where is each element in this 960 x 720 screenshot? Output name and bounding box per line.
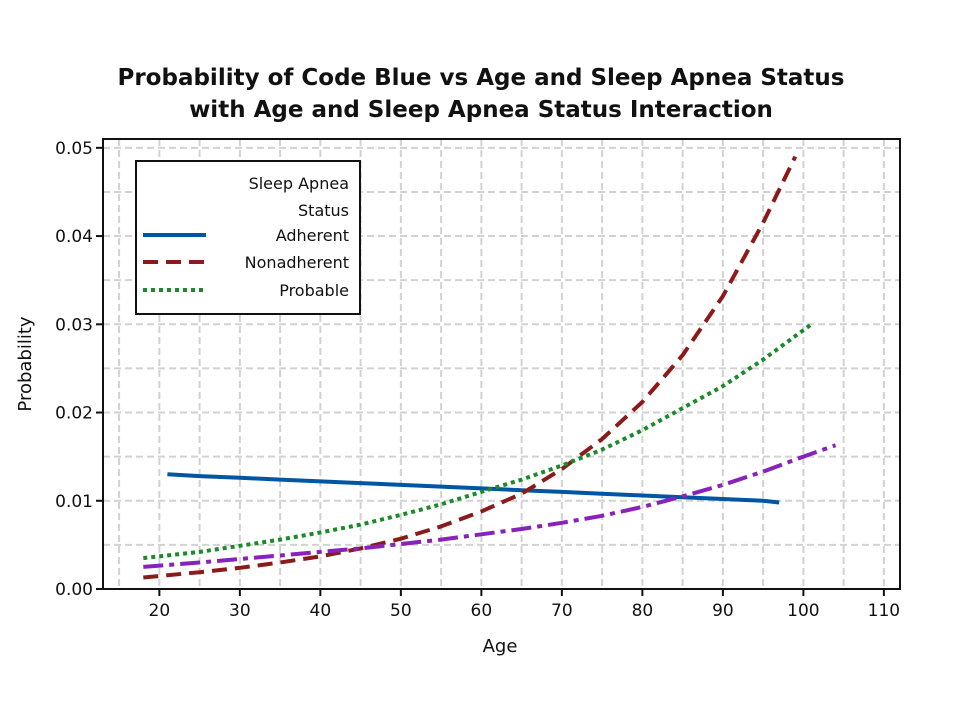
x-tick-label: 50 xyxy=(390,601,412,621)
legend-box xyxy=(135,160,361,315)
x-tick-label: 30 xyxy=(229,601,251,621)
y-tick-label: 0.00 xyxy=(55,580,93,600)
legend-title-line-2: Status xyxy=(298,201,349,220)
x-tick-label: 100 xyxy=(787,601,819,621)
chart-title-line-2: with Age and Sleep Apnea Status Interact… xyxy=(189,97,773,123)
legend-label-probable: Probable xyxy=(279,281,349,300)
legend-entries: Adherent Nonadherent Probable xyxy=(143,226,349,300)
plot-frame xyxy=(102,138,901,590)
grid xyxy=(103,139,900,589)
y-tick-label: 0.03 xyxy=(55,315,93,335)
y-tick-label: 0.01 xyxy=(55,492,93,512)
x-tick-label: 20 xyxy=(149,601,171,621)
legend-title-line-1: Sleep Apnea xyxy=(249,174,349,193)
y-axis-label: Probability xyxy=(15,316,36,411)
x-tick-label: 110 xyxy=(868,601,900,621)
series-line-nonadherent xyxy=(143,155,798,580)
series-line-probable xyxy=(143,322,813,561)
chart-title-line-1: Probability of Code Blue vs Age and Slee… xyxy=(117,65,844,91)
legend-label-adherent: Adherent xyxy=(276,226,349,245)
legend: Sleep Apnea Status Adherent Nonadherent Pr… xyxy=(135,160,361,315)
series-lines xyxy=(143,155,837,580)
series-line-adherent xyxy=(167,472,780,505)
x-tick-label: 60 xyxy=(471,601,493,621)
x-tick-label: 90 xyxy=(712,601,734,621)
x-tick-label: 40 xyxy=(310,601,332,621)
x-axis-label: Age xyxy=(483,636,518,657)
series-line-4 xyxy=(143,443,837,569)
y-tick-label: 0.02 xyxy=(55,404,93,424)
x-tick-label: 80 xyxy=(632,601,654,621)
x-tick-label: 70 xyxy=(551,601,573,621)
y-tick-label: 0.04 xyxy=(55,227,93,247)
axis-ticks: 20 30 40 50 60 70 80 90 100 110 0.00 0.01 0.02 0.03 0.… xyxy=(55,139,900,621)
legend-label-nonadherent: Nonadherent xyxy=(245,253,349,272)
y-tick-label: 0.05 xyxy=(55,139,93,159)
